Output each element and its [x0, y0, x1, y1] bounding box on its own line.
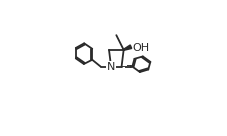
Polygon shape — [123, 45, 131, 50]
Text: OH: OH — [131, 43, 148, 53]
Text: N: N — [106, 62, 115, 72]
